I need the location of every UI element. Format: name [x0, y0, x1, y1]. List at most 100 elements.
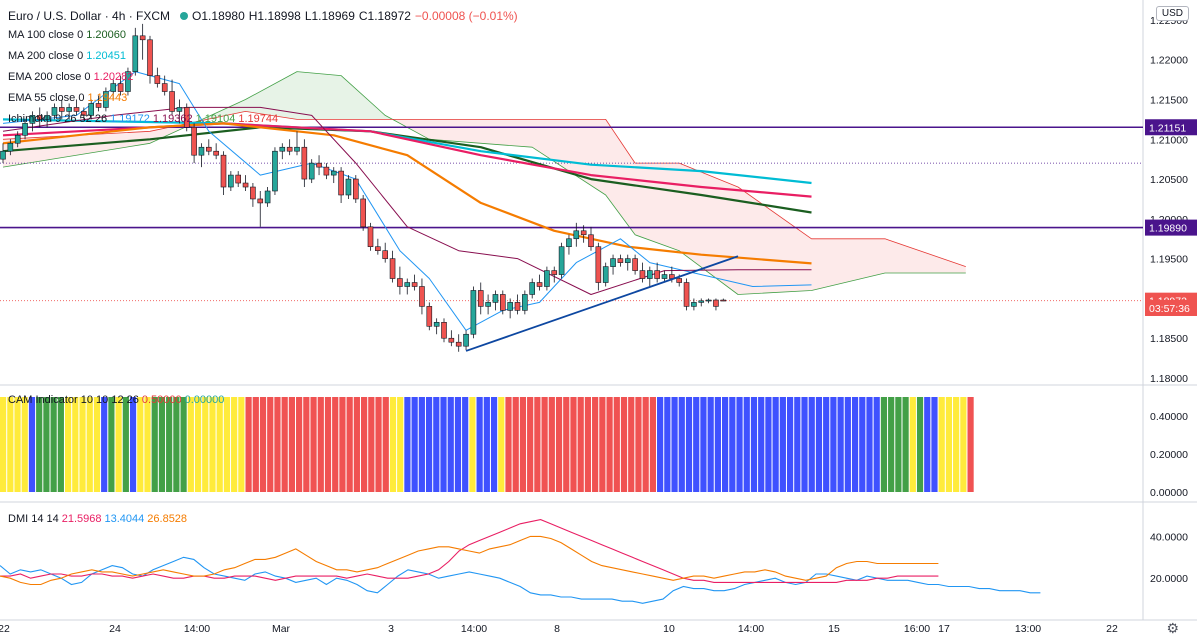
candle[interactable] [308, 162, 315, 180]
candle[interactable] [536, 282, 543, 287]
candle[interactable] [257, 198, 264, 204]
candle[interactable] [419, 286, 425, 307]
candle[interactable] [279, 146, 286, 152]
candle[interactable] [110, 83, 117, 92]
indicator-legend[interactable]: MA 100 close 0 1.20060 [8, 28, 126, 42]
candle[interactable] [161, 83, 168, 92]
candle[interactable] [0, 150, 6, 160]
candle[interactable] [154, 75, 161, 84]
candle[interactable] [404, 282, 411, 287]
candle[interactable] [529, 282, 536, 295]
candle[interactable] [470, 290, 477, 335]
indicator-legend[interactable]: EMA 55 close 0 1.19443 [8, 91, 127, 105]
candle[interactable] [117, 83, 124, 92]
candle[interactable] [345, 178, 352, 196]
indicator-legend[interactable]: EMA 200 close 0 1.20282 [8, 70, 133, 84]
symbol-title[interactable]: Euro / U.S. Dollar · 4h · FXCM [8, 9, 171, 23]
candle[interactable] [441, 322, 447, 339]
candle[interactable] [426, 306, 433, 327]
candle[interactable] [242, 182, 249, 188]
candle[interactable] [66, 107, 72, 112]
candle[interactable] [610, 258, 616, 267]
candle[interactable] [228, 174, 234, 188]
candle[interactable] [632, 258, 638, 271]
candle[interactable] [352, 178, 359, 200]
candle[interactable] [250, 186, 256, 200]
candle[interactable] [455, 341, 462, 347]
candle[interactable] [639, 270, 646, 279]
candle[interactable] [720, 299, 727, 302]
candle[interactable] [551, 270, 558, 275]
candle[interactable] [485, 302, 491, 307]
candle[interactable] [183, 107, 190, 128]
candle[interactable] [705, 299, 712, 302]
candle[interactable] [294, 146, 300, 152]
candle[interactable] [213, 150, 219, 156]
candle[interactable] [713, 299, 719, 307]
candle[interactable] [580, 230, 587, 236]
candle[interactable] [191, 127, 197, 156]
candle[interactable] [617, 258, 624, 263]
candle[interactable] [389, 258, 396, 279]
currency-button[interactable]: USD [1155, 6, 1189, 21]
candle[interactable] [382, 250, 389, 259]
candle[interactable] [602, 266, 609, 283]
candle[interactable] [646, 270, 653, 279]
candle[interactable] [22, 123, 28, 136]
candle[interactable] [169, 91, 175, 112]
candle[interactable] [176, 107, 183, 112]
candle[interactable] [338, 170, 344, 196]
candle[interactable] [661, 274, 668, 279]
candle[interactable] [522, 294, 528, 311]
indicator-legend[interactable]: MA 200 close 0 1.20451 [8, 49, 126, 63]
candle[interactable] [73, 107, 80, 112]
candle[interactable] [367, 226, 374, 248]
indicator-legend[interactable]: DMI 14 14 21.5968 13.4044 26.8528 [8, 512, 187, 526]
candle[interactable] [492, 294, 499, 303]
candle[interactable] [624, 258, 631, 263]
candle[interactable] [206, 146, 212, 152]
candle[interactable] [654, 270, 660, 279]
candle[interactable] [316, 162, 322, 168]
candle[interactable] [36, 115, 43, 120]
candle[interactable] [235, 174, 241, 184]
indicator-legend[interactable]: CAM Indicator 10 10 12 26 0.50000 0.00000 [8, 393, 224, 407]
candle[interactable] [463, 333, 469, 347]
candle[interactable] [375, 246, 381, 251]
candle[interactable] [397, 278, 403, 287]
candle[interactable] [544, 270, 550, 287]
candle[interactable] [566, 238, 572, 248]
candle[interactable] [198, 146, 205, 156]
indicator-legend[interactable]: Ichimoku 9 26 52 26 1.19172 1.19362 1.19104… [8, 112, 278, 126]
candle[interactable] [81, 111, 87, 116]
candle[interactable] [132, 35, 139, 72]
candle[interactable] [477, 290, 484, 307]
candle[interactable] [558, 246, 565, 275]
candle[interactable] [499, 294, 506, 311]
candle[interactable] [448, 337, 455, 343]
candle[interactable] [103, 91, 109, 108]
candle[interactable] [691, 302, 697, 307]
candle[interactable] [698, 300, 705, 303]
settings-gear-icon[interactable]: ⚙ [1166, 620, 1179, 636]
candle[interactable] [301, 146, 308, 180]
candle[interactable] [58, 107, 65, 112]
candle[interactable] [220, 154, 227, 188]
candle[interactable] [88, 103, 94, 116]
candle[interactable] [29, 115, 36, 124]
candle[interactable] [588, 234, 594, 248]
candle[interactable] [433, 322, 440, 327]
candle[interactable] [573, 230, 580, 240]
candle[interactable] [14, 134, 21, 144]
candle[interactable] [323, 166, 330, 176]
candle[interactable] [330, 170, 337, 176]
candle[interactable] [51, 107, 58, 116]
trendline[interactable] [465, 255, 739, 352]
candle[interactable] [411, 282, 418, 287]
candle[interactable] [7, 142, 14, 152]
candle[interactable] [360, 198, 366, 228]
candle[interactable] [286, 146, 293, 152]
candle[interactable] [595, 246, 602, 283]
candle[interactable] [676, 278, 683, 283]
